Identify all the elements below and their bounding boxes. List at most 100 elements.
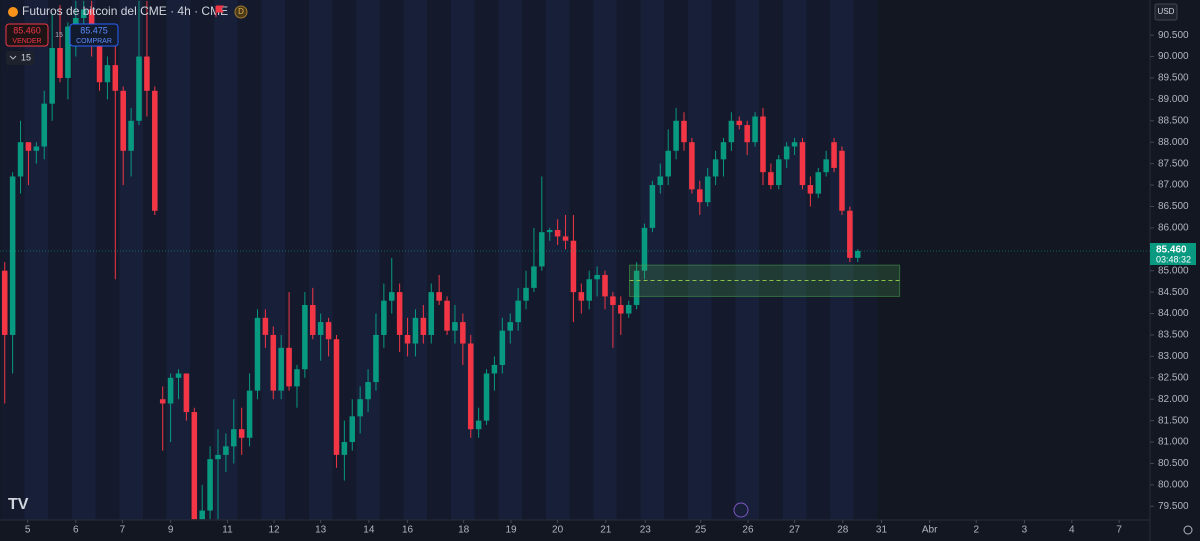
y-tick-label: 87.000 xyxy=(1158,180,1189,191)
candle-body xyxy=(152,90,158,211)
session-band xyxy=(450,0,475,520)
y-tick-label: 89.500 xyxy=(1158,73,1189,84)
candle-body xyxy=(507,322,513,331)
y-tick-label: 83.000 xyxy=(1158,351,1189,362)
currency-box[interactable] xyxy=(1154,3,1178,21)
session-band xyxy=(24,0,49,520)
candle-body xyxy=(752,116,758,143)
x-tick-label: 25 xyxy=(695,525,707,536)
candle-body xyxy=(539,232,545,267)
candle-body xyxy=(586,279,592,301)
buy-price: 85.475 xyxy=(80,25,108,35)
x-tick-label: 31 xyxy=(876,525,888,536)
candle-body xyxy=(104,65,111,83)
session-band xyxy=(48,0,72,520)
candle-body xyxy=(270,334,277,391)
session-band xyxy=(616,0,641,520)
candle-body xyxy=(357,399,363,417)
candle-body xyxy=(815,172,822,194)
last-price-tag xyxy=(1150,243,1196,266)
x-tick-label: 5 xyxy=(25,525,31,536)
candle-body xyxy=(831,142,837,168)
settings-icon[interactable] xyxy=(1183,525,1193,535)
x-tick-label: 16 xyxy=(402,525,414,536)
session-band xyxy=(853,0,878,520)
buy-label: COMPRAR xyxy=(76,38,112,45)
x-tick-label: 9 xyxy=(168,525,174,536)
candle-body xyxy=(215,454,221,460)
x-tick-label: 13 xyxy=(315,525,327,536)
candle-body xyxy=(610,296,616,305)
x-tick-label: Abr xyxy=(922,525,938,536)
sell-button[interactable] xyxy=(5,23,49,47)
candle-body xyxy=(404,334,411,344)
candle-body xyxy=(365,382,371,400)
session-band xyxy=(71,0,96,520)
event-icon[interactable] xyxy=(733,502,749,518)
candle-body xyxy=(641,227,648,271)
y-tick-label: 86.500 xyxy=(1158,201,1189,212)
session-band xyxy=(664,0,688,520)
candle-body xyxy=(697,189,703,203)
candle-body xyxy=(120,90,126,151)
candle-body xyxy=(246,390,253,438)
candle-body xyxy=(704,176,711,203)
candle-body xyxy=(673,120,679,151)
candle-body xyxy=(562,236,569,241)
candle-body xyxy=(341,442,348,455)
candle-body xyxy=(191,412,198,520)
candle-body xyxy=(80,9,87,18)
candle-body xyxy=(286,347,292,387)
y-tick-label: 81.000 xyxy=(1158,437,1189,448)
y-tick-label: 80.000 xyxy=(1158,480,1189,491)
candle-body xyxy=(531,266,537,288)
candle-body xyxy=(475,420,482,430)
candle-body xyxy=(428,292,435,335)
candle-body xyxy=(633,270,640,305)
candle-body xyxy=(25,142,32,151)
buy-button[interactable] xyxy=(69,23,119,47)
x-tick-label: 27 xyxy=(789,525,801,536)
chevron xyxy=(9,55,17,60)
candle-body xyxy=(515,300,521,323)
y-tick-label: 87.500 xyxy=(1158,158,1189,169)
candle-body xyxy=(199,510,205,520)
session-band xyxy=(806,0,831,520)
candle-body xyxy=(231,429,237,447)
session-band xyxy=(308,0,333,520)
x-tick-label: 23 xyxy=(640,525,652,536)
session-band xyxy=(403,0,428,520)
y-tick-label: 90.000 xyxy=(1158,51,1189,62)
y-tick-label: 85.000 xyxy=(1158,265,1189,276)
candle-body xyxy=(49,47,55,104)
x-tick-label: 4 xyxy=(1069,525,1075,536)
session-band xyxy=(593,0,617,520)
session-band xyxy=(711,0,736,520)
x-tick-label: 26 xyxy=(742,525,754,536)
y-tick-label: 82.500 xyxy=(1158,372,1189,383)
badge-text: D xyxy=(238,7,244,16)
chart-title: Futuros de bitcoin del CME · 4h · CME xyxy=(22,4,228,18)
candle-body xyxy=(499,330,506,365)
candle-body xyxy=(665,150,671,177)
y-tick-label: 86.000 xyxy=(1158,223,1189,234)
candle-body xyxy=(625,304,632,314)
candle-body xyxy=(144,56,150,91)
candle-body xyxy=(207,459,213,511)
candle-body xyxy=(783,146,790,160)
candle-body xyxy=(136,56,142,121)
last-price-label: 85.460 xyxy=(1156,245,1187,256)
candle-body xyxy=(325,322,332,340)
candle-body xyxy=(854,251,861,258)
x-tick-label: 12 xyxy=(269,525,281,536)
candle-body xyxy=(689,142,695,190)
session-band xyxy=(285,0,309,520)
quantity-box[interactable] xyxy=(6,51,34,65)
y-tick-label: 89.000 xyxy=(1158,94,1189,105)
candle-body xyxy=(317,322,324,335)
candle-body xyxy=(460,322,466,344)
x-tick-label: 6 xyxy=(73,525,79,536)
candle-body xyxy=(483,373,490,421)
candle-body xyxy=(96,43,103,83)
